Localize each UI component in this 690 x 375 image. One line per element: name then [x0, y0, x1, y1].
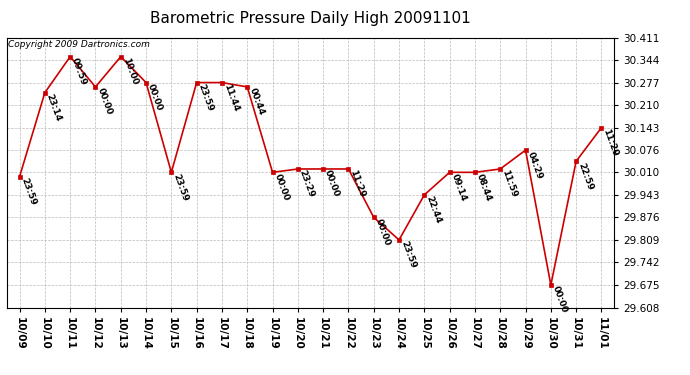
Text: 11:44: 11:44 — [222, 82, 240, 113]
Text: Barometric Pressure Daily High 20091101: Barometric Pressure Daily High 20091101 — [150, 11, 471, 26]
Text: 11:59: 11:59 — [500, 169, 519, 199]
Text: Copyright 2009 Dartronics.com: Copyright 2009 Dartronics.com — [8, 40, 150, 49]
Text: 10:00: 10:00 — [121, 57, 139, 86]
Text: 00:00: 00:00 — [374, 217, 392, 247]
Text: 23:59: 23:59 — [19, 177, 38, 207]
Text: 23:59: 23:59 — [399, 240, 417, 270]
Text: 09:14: 09:14 — [450, 172, 468, 202]
Text: 00:44: 00:44 — [247, 87, 266, 117]
Text: 00:00: 00:00 — [273, 172, 290, 202]
Text: 23:59: 23:59 — [171, 172, 190, 202]
Text: 08:44: 08:44 — [475, 172, 493, 202]
Text: 00:00: 00:00 — [146, 82, 164, 112]
Text: 11:29: 11:29 — [602, 128, 620, 158]
Text: 23:29: 23:29 — [298, 169, 316, 199]
Text: 11:29: 11:29 — [348, 169, 367, 199]
Text: 22:59: 22:59 — [576, 161, 595, 191]
Text: 00:00: 00:00 — [551, 285, 569, 315]
Text: 09:59: 09:59 — [70, 57, 88, 87]
Text: 04:29: 04:29 — [526, 150, 544, 180]
Text: 00:00: 00:00 — [323, 169, 342, 198]
Text: 22:44: 22:44 — [424, 195, 443, 225]
Text: 23:14: 23:14 — [45, 93, 63, 123]
Text: 23:59: 23:59 — [197, 82, 215, 112]
Text: 00:00: 00:00 — [95, 87, 114, 116]
